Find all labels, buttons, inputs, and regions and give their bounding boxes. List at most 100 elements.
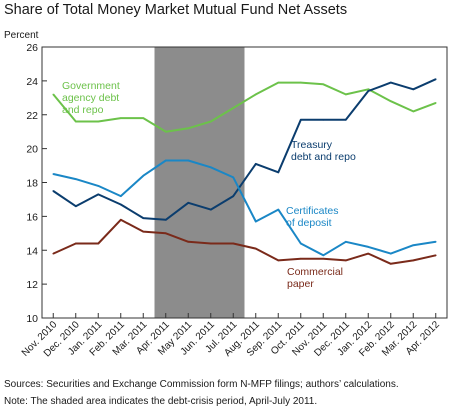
data-point-treasury-debt-and-repo [209,208,212,211]
data-point-commercial-paper [299,257,302,260]
y-tick-label: 26 [26,42,38,54]
y-tick-label: 16 [26,211,38,223]
y-tick-label: 20 [26,144,38,156]
series-label-government-agency-debt-and-repo: Government [62,80,120,92]
data-point-certificates-of-deposit [97,185,100,187]
data-point-treasury-debt-and-repo [187,202,190,204]
data-point-commercial-paper [74,242,77,245]
data-point-certificates-of-deposit [52,173,55,175]
data-point-certificates-of-deposit [277,208,280,211]
data-point-government-agency-debt-and-repo [74,120,77,123]
data-point-government-agency-debt-and-repo [119,117,122,119]
data-point-treasury-debt-and-repo [119,203,122,206]
data-point-certificates-of-deposit [187,159,190,162]
data-point-government-agency-debt-and-repo [299,81,302,84]
chart-title: Share of Total Money Market Mutual Fund … [4,2,348,18]
data-point-treasury-debt-and-repo [277,171,280,174]
data-point-treasury-debt-and-repo [254,163,257,165]
data-point-government-agency-debt-and-repo [322,83,325,86]
data-point-government-agency-debt-and-repo [389,100,392,102]
data-point-commercial-paper [119,218,122,221]
series-label-commercial-paper: Commercial [287,266,343,278]
data-point-commercial-paper [412,259,415,262]
y-axis-label: Percent [4,30,39,41]
data-point-certificates-of-deposit [322,254,325,257]
data-point-certificates-of-deposit [389,252,392,255]
series-label-treasury-debt-and-repo: debt and repo [291,151,356,163]
data-point-government-agency-debt-and-repo [164,130,167,133]
data-point-government-agency-debt-and-repo [434,102,437,104]
series-label-treasury-debt-and-repo: Treasury [291,139,333,151]
data-point-government-agency-debt-and-repo [367,88,370,91]
data-point-treasury-debt-and-repo [299,119,302,121]
data-point-commercial-paper [209,242,212,245]
data-point-certificates-of-deposit [119,195,122,197]
data-point-commercial-paper [367,252,370,255]
y-tick-label: 14 [26,245,38,257]
data-point-treasury-debt-and-repo [142,217,145,219]
data-point-certificates-of-deposit [254,220,257,223]
shaded-area-note: Note: The shaded area indicates the debt… [4,396,318,407]
series-label-government-agency-debt-and-repo: and repo [62,104,104,116]
data-point-commercial-paper [254,247,257,250]
data-point-commercial-paper [52,252,55,255]
data-point-treasury-debt-and-repo [389,81,392,84]
y-tick-label: 12 [26,279,38,291]
data-point-certificates-of-deposit [142,174,145,177]
data-point-commercial-paper [434,254,437,257]
data-point-government-agency-debt-and-repo [52,93,55,96]
sources-note: Sources: Securities and Exchange Commiss… [4,379,399,390]
data-point-government-agency-debt-and-repo [142,117,145,119]
series-line-commercial-paper [52,218,437,265]
data-point-commercial-paper [344,259,347,262]
data-point-treasury-debt-and-repo [164,218,167,221]
y-tick-label: 22 [26,110,38,122]
series-label-certificates-of-deposit: of deposit [286,217,332,229]
data-point-government-agency-debt-and-repo [254,93,257,96]
data-point-treasury-debt-and-repo [367,90,370,92]
data-point-government-agency-debt-and-repo [209,120,212,123]
shaded-period [154,47,245,318]
data-point-treasury-debt-and-repo [97,193,100,196]
data-point-government-agency-debt-and-repo [97,120,100,123]
data-point-certificates-of-deposit [232,176,235,179]
series-line-government-agency-debt-and-repo [52,81,437,133]
data-point-government-agency-debt-and-repo [412,110,415,113]
data-point-commercial-paper [142,230,145,233]
data-point-commercial-paper [164,232,167,235]
data-point-commercial-paper [97,242,100,245]
data-point-treasury-debt-and-repo [434,78,437,80]
series-label-commercial-paper: paper [287,278,314,290]
data-point-treasury-debt-and-repo [74,205,77,208]
data-point-government-agency-debt-and-repo [187,127,190,130]
data-point-certificates-of-deposit [434,240,437,243]
data-point-commercial-paper [322,257,325,260]
series-label-government-agency-debt-and-repo: agency debt [62,92,119,104]
data-point-commercial-paper [277,259,280,262]
series-line-treasury-debt-and-repo [52,78,437,221]
data-point-certificates-of-deposit [209,166,212,169]
series-label-certificates-of-deposit: Certificates [286,205,339,217]
data-point-commercial-paper [232,242,235,245]
y-tick-label: 10 [26,313,38,325]
data-point-certificates-of-deposit [344,240,347,243]
data-point-government-agency-debt-and-repo [344,93,347,96]
data-point-certificates-of-deposit [412,244,415,246]
data-point-commercial-paper [389,263,392,265]
data-point-treasury-debt-and-repo [412,88,415,91]
data-point-certificates-of-deposit [164,159,167,162]
data-point-certificates-of-deposit [74,178,77,180]
data-point-government-agency-debt-and-repo [277,81,280,84]
y-tick-label: 18 [26,178,38,190]
data-point-certificates-of-deposit [367,246,370,248]
data-point-government-agency-debt-and-repo [232,107,235,109]
data-point-treasury-debt-and-repo [322,119,325,121]
data-point-treasury-debt-and-repo [52,190,55,192]
series-line-certificates-of-deposit [53,159,436,257]
y-tick-label: 24 [26,76,38,88]
data-point-commercial-paper [187,240,190,243]
data-point-treasury-debt-and-repo [344,119,347,121]
data-point-treasury-debt-and-repo [232,195,235,197]
data-point-certificates-of-deposit [299,242,302,245]
